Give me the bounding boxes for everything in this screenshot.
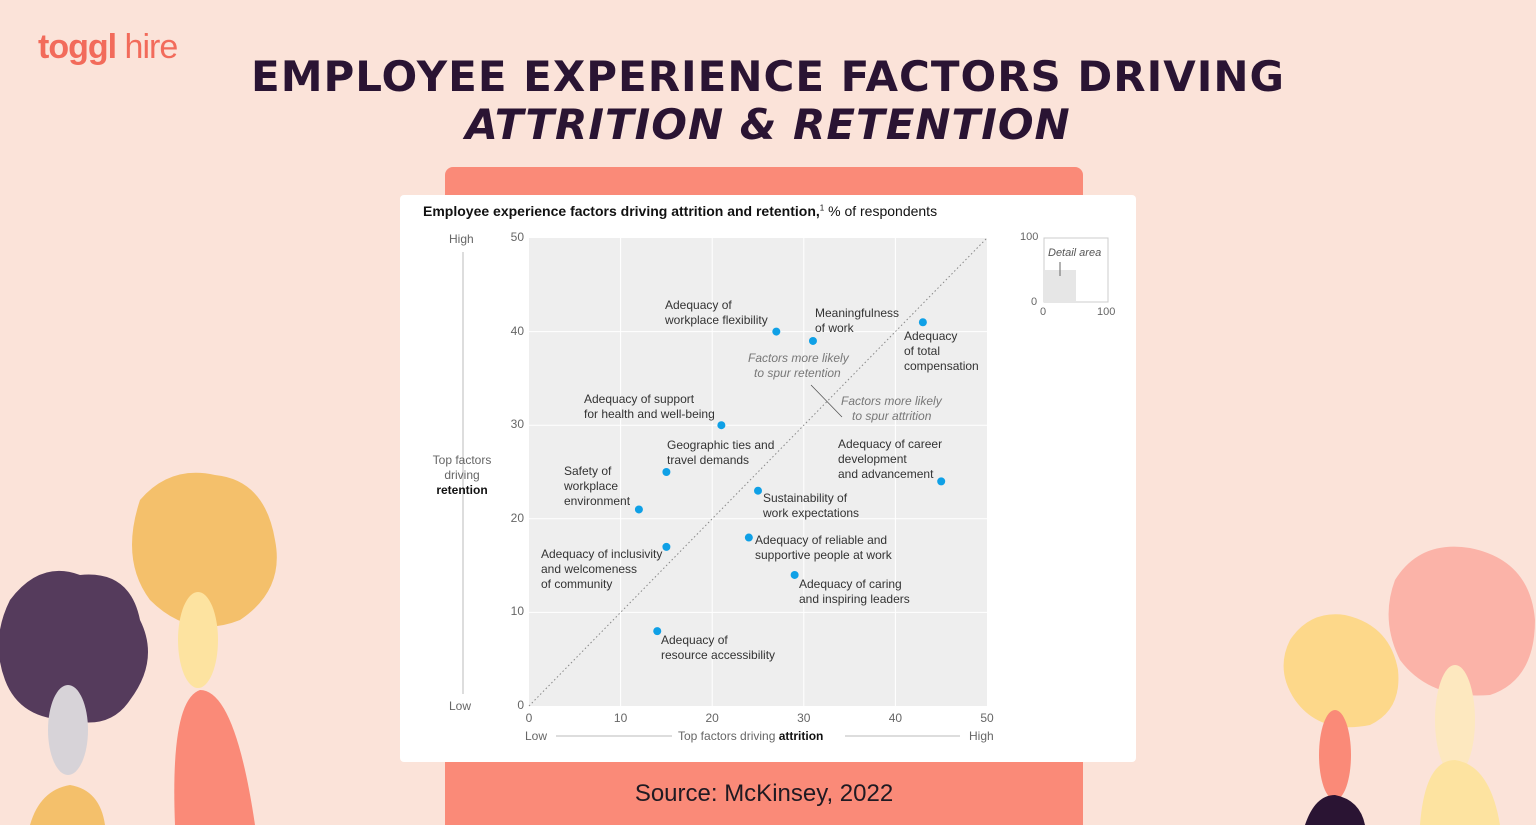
title-line-2: ATTRITION & RETENTION (465, 100, 1071, 149)
inset-y-zero: 0 (1031, 296, 1038, 308)
point-label: of community (541, 577, 613, 591)
data-point (662, 468, 671, 476)
point-label: Geographic ties and (667, 438, 775, 452)
annotation-attrition: to spur attrition (852, 409, 932, 423)
data-point (717, 421, 726, 430)
data-point (918, 318, 927, 327)
inset-x-max: 100 (1097, 306, 1116, 318)
point-label: Adequacy of (665, 298, 732, 312)
data-point (634, 505, 643, 514)
point-label: Adequacy of inclusivity (541, 547, 663, 561)
x-tick-label: 40 (888, 711, 903, 725)
point-label: resource accessibility (661, 648, 776, 662)
point-label: environment (564, 494, 631, 508)
x-axis-low: Low (525, 729, 548, 743)
data-point (744, 533, 753, 542)
point-label: and advancement (838, 467, 934, 481)
y-axis-low: Low (449, 699, 472, 713)
y-tick-label: 50 (510, 230, 524, 244)
data-point (754, 486, 762, 495)
annotation-retention: Factors more likely (748, 351, 849, 365)
inset-y-top: 100 (1020, 231, 1039, 243)
y-tick-label: 10 (510, 604, 524, 619)
data-point (808, 336, 817, 345)
point-label: supportive people at work (755, 548, 892, 562)
inset-label: Detail area (1048, 247, 1102, 259)
y-axis-high: High (449, 232, 474, 246)
point-label: Meaningfulness (815, 306, 900, 320)
point-label: compensation (904, 359, 979, 373)
point-label: work expectations (763, 506, 860, 520)
point-label: Adequacy of support (584, 392, 695, 406)
annotation-retention: to spur retention (754, 366, 841, 380)
point-label: and inspiring leaders (799, 592, 910, 606)
point-label: workplace flexibility (665, 313, 768, 327)
y-axis-label-bold: retention (436, 483, 488, 497)
point-label: of total (904, 344, 941, 358)
point-label: Sustainability of (763, 491, 848, 505)
annotation-arrow (810, 384, 843, 418)
x-tick-label: 30 (797, 711, 811, 725)
point-label: of work (815, 321, 854, 335)
annotation-attrition: Factors more likely (841, 394, 942, 408)
point-label: Adequacy of career (838, 437, 943, 451)
point-label: workplace (564, 479, 619, 493)
y-tick-label: 20 (510, 510, 524, 525)
y-tick-label: 30 (510, 417, 524, 432)
point-label: for health and well-being (584, 407, 715, 421)
y-axis-label-2: driving (444, 468, 480, 482)
y-tick-label: 0 (517, 698, 524, 712)
point-label: Safety of (564, 464, 612, 478)
x-axis-label-bold: attrition (778, 729, 824, 743)
point-label: and welcomeness (541, 562, 638, 576)
point-label: Adequacy of caring (799, 577, 902, 591)
point-label: Adequacy of reliable and (755, 533, 888, 547)
point-label: Adequacy (904, 329, 958, 343)
diagonal-line (528, 237, 988, 707)
data-point (937, 477, 946, 486)
x-tick-label: 50 (980, 711, 994, 725)
chart-title: Employee experience factors driving attr… (423, 203, 938, 219)
x-tick-label: 0 (525, 711, 533, 725)
y-tick-label: 40 (510, 323, 524, 338)
x-axis-label-prefix: Top factors driving (678, 729, 779, 743)
point-label: development (838, 452, 907, 466)
source-text: Source: McKinsey, 2022 (634, 780, 894, 807)
x-axis-label: Top factors driving attrition (678, 729, 823, 743)
toggl-hire-logo: toggl hire (38, 28, 178, 66)
point-label: travel demands (667, 453, 750, 467)
data-point (653, 627, 662, 636)
data-point (790, 570, 799, 579)
inset-x-zero: 0 (1040, 306, 1047, 318)
data-point (772, 327, 781, 336)
x-tick-label: 20 (705, 711, 719, 725)
point-label: Adequacy of (661, 633, 728, 647)
x-axis-high: High (969, 729, 994, 743)
y-axis-label-1: Top factors (432, 453, 492, 467)
data-point (662, 542, 671, 551)
x-tick-label: 10 (613, 711, 628, 725)
title-line-1: EMPLOYEE EXPERIENCE FACTORS DRIVING (251, 52, 1285, 101)
